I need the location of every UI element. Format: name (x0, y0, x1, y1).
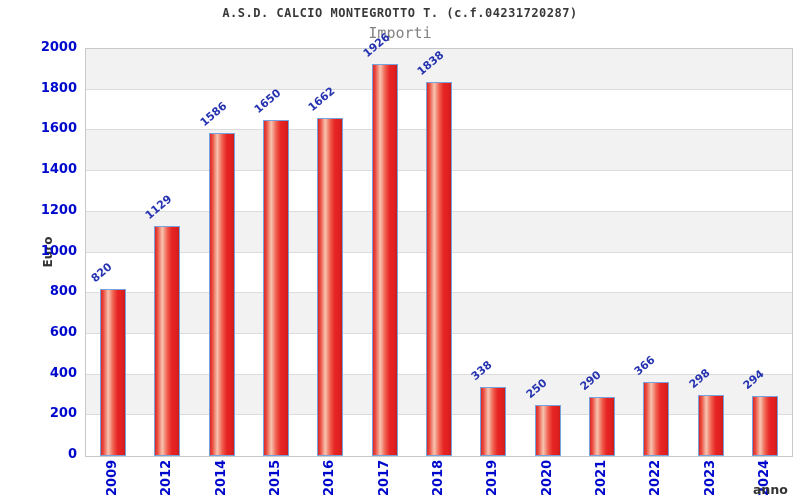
plot-area: 820 1129 1586 1650 1662 1926 1838 338 250 290 366 2… (85, 30, 793, 457)
x-tick-label: 2023 (702, 459, 718, 496)
bar (154, 226, 181, 456)
x-axis-label: anno (753, 482, 788, 497)
bar (534, 405, 561, 456)
x-tick-label: 2016 (322, 459, 338, 496)
bar (371, 64, 398, 456)
y-tick-label: 1000 (40, 243, 77, 259)
bar (588, 397, 615, 456)
y-tick-label: 1200 (40, 202, 77, 218)
bar (263, 120, 290, 456)
bar (426, 81, 452, 456)
x-tick-label: 2022 (648, 459, 664, 496)
y-tick-label: 2000 (40, 40, 77, 55)
chart-subtitle: Importi (368, 24, 432, 42)
y-tick-label: 0 (67, 447, 77, 462)
y-tick-label: 200 (49, 406, 77, 422)
y-tick-label: 1600 (40, 121, 77, 137)
x-tick-label: 2019 (485, 459, 501, 496)
bar (697, 395, 724, 456)
x-tick-label: 2015 (268, 459, 284, 496)
bar (751, 396, 778, 456)
x-tick-label: 2009 (105, 459, 121, 496)
bar (317, 117, 344, 456)
y-tick-label: 800 (49, 284, 77, 300)
y-tick-label: 600 (49, 324, 77, 340)
x-tick-label: 2014 (213, 459, 229, 496)
bar (480, 387, 507, 456)
x-tick-label: 2012 (159, 459, 175, 496)
x-tick-label: 2018 (431, 459, 446, 496)
x-tick-label: 2020 (539, 459, 555, 496)
bar (100, 289, 127, 456)
bar (643, 381, 670, 456)
y-tick-label: 400 (49, 365, 77, 381)
x-tick-label: 2021 (593, 459, 609, 496)
chart-title: A.S.D. CALCIO MONTEGROTTO T. (c.f.042317… (222, 6, 578, 20)
bar (208, 133, 235, 456)
x-tick-label: 2017 (376, 459, 392, 496)
y-tick-label: 1800 (40, 80, 77, 96)
y-tick-label: 1400 (40, 162, 77, 178)
